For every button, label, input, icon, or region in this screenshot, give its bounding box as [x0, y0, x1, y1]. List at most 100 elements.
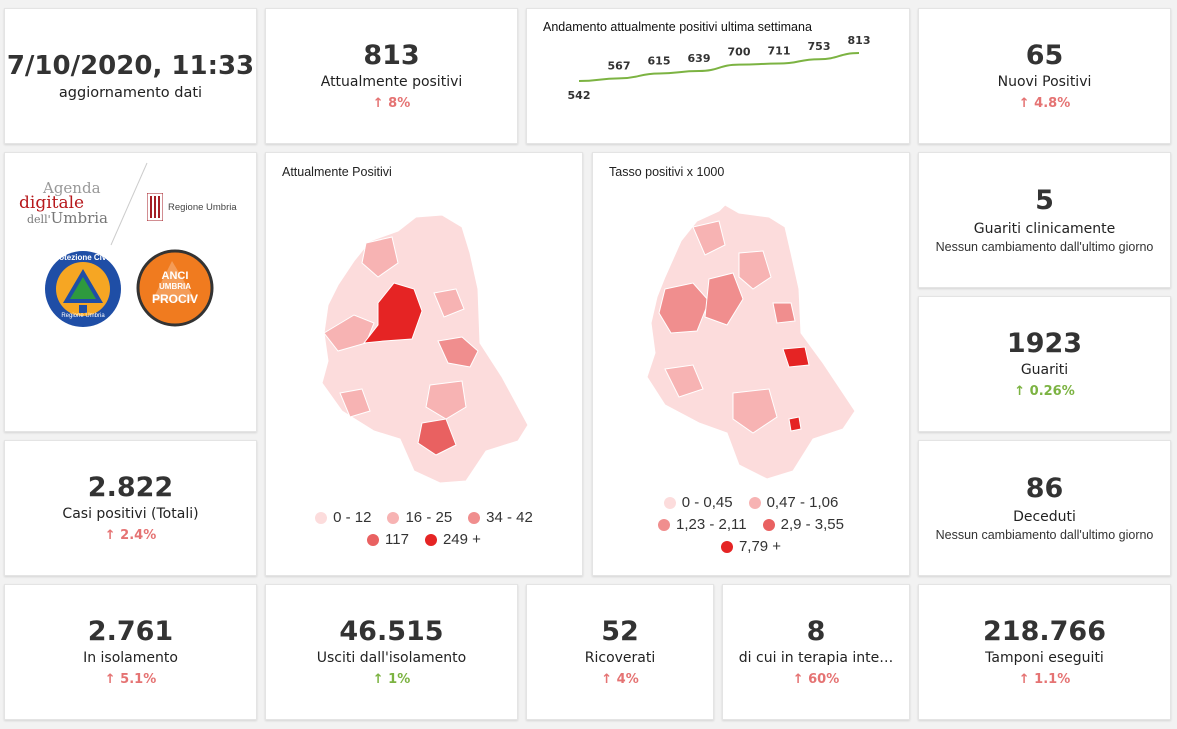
- legend-swatch: [468, 511, 481, 524]
- kpi-label: Deceduti: [1013, 509, 1076, 526]
- kpi-change: ↑ 60%: [792, 672, 840, 688]
- legend-item: 1,23 - 2,11: [658, 516, 747, 533]
- attualmente-positivi-card: 813 Attualmente positivi ↑ 8%: [265, 8, 518, 144]
- kpi-value: 218.766: [983, 615, 1106, 647]
- district-shape: [433, 288, 465, 318]
- guariti-clinicamente-card: 5 Guariti clinicamente Nessun cambiament…: [918, 152, 1171, 288]
- kpi-change: ↑ 2.4%: [104, 528, 157, 544]
- kpi-change: ↑ 5.1%: [104, 672, 157, 688]
- series-line: [578, 52, 860, 82]
- kpi-label: Casi positivi (Totali): [62, 506, 199, 523]
- tamponi-card: 218.766 Tamponi eseguiti ↑ 1.1%: [918, 584, 1171, 720]
- kpi-value: 5: [1035, 184, 1054, 216]
- umbria-map-positivi[interactable]: [266, 193, 584, 493]
- guariti-card: 1923 Guariti ↑ 0.26%: [918, 296, 1171, 432]
- legend-swatch: [367, 533, 380, 546]
- regione-umbria-logo: Regione Umbria: [147, 193, 237, 221]
- deceduti-card: 86 Deceduti Nessun cambiamento dall'ulti…: [918, 440, 1171, 576]
- kpi-value: 86: [1025, 472, 1064, 504]
- map-title: Tasso positivi x 1000: [609, 165, 725, 179]
- kpi-value: 65: [1025, 39, 1064, 71]
- kpi-change: ↑ 8%: [372, 96, 411, 112]
- kpi-subtext: Nessun cambiamento dall'ultimo giorno: [935, 240, 1154, 255]
- kpi-label: di cui in terapia inte…: [738, 650, 894, 667]
- legend-swatch: [424, 533, 437, 546]
- data-label: 753: [808, 40, 831, 53]
- sparkline-card: Andamento attualmente positivi ultima se…: [526, 8, 910, 144]
- kpi-value: 8: [806, 615, 826, 647]
- district-shape: [664, 364, 704, 398]
- data-label: 813: [848, 34, 871, 47]
- usciti-card: 46.515 Usciti dall'isolamento ↑ 1%: [265, 584, 518, 720]
- legend-item: 2,9 - 3,55: [762, 516, 844, 533]
- agenda-digitale-logo: Agenda digitale dell'Umbria: [19, 179, 109, 227]
- logos-card: Agenda digitale dell'Umbria Regione Umbr…: [4, 152, 257, 432]
- kpi-label: Attualmente positivi: [320, 74, 463, 91]
- data-label: 711: [768, 45, 791, 58]
- kpi-subtext: Nessun cambiamento dall'ultimo giorno: [935, 528, 1154, 543]
- map-legend: 0 - 0,45 0,47 - 1,06 1,23 - 2,11 2,9 - 3…: [593, 494, 909, 560]
- update-datetime: 7/10/2020, 11:33: [6, 51, 255, 81]
- kpi-value: 52: [601, 615, 639, 647]
- data-label: 542: [568, 89, 591, 102]
- district-shape: [361, 236, 399, 278]
- protezione-civile-region: Regione Umbria: [61, 313, 105, 319]
- district-shape: [362, 282, 423, 344]
- legend-swatch: [663, 496, 676, 509]
- district-shape: [782, 346, 810, 368]
- district-shape: [738, 250, 772, 290]
- district-shape: [658, 282, 710, 334]
- nuovi-positivi-card: 65 Nuovi Positivi ↑ 4.8%: [918, 8, 1171, 144]
- district-shape: [425, 380, 467, 420]
- district-shape: [417, 418, 457, 456]
- terapia-intensiva-card: 8 di cui in terapia inte… ↑ 60%: [722, 584, 910, 720]
- district-shape: [323, 314, 375, 352]
- legend-item: 16 - 25: [387, 509, 452, 526]
- data-label: 639: [688, 52, 711, 65]
- legend-item: 0,47 - 1,06: [748, 494, 838, 511]
- district-shape: [772, 302, 796, 324]
- legend-swatch: [720, 540, 733, 553]
- kpi-value: 1923: [1006, 327, 1083, 359]
- regione-emblem-icon: [147, 193, 163, 221]
- kpi-value: 2.761: [87, 615, 174, 647]
- protezione-civile-logo: [45, 251, 121, 327]
- legend-item: 249 +: [424, 531, 481, 548]
- kpi-label: Usciti dall'isolamento: [316, 650, 467, 667]
- kpi-label: Nuovi Positivi: [997, 74, 1092, 91]
- region-shape: [646, 204, 856, 480]
- anci-prociv-logo: [136, 249, 214, 327]
- kpi-label: Guariti: [1020, 362, 1069, 379]
- data-label: 567: [608, 59, 631, 72]
- legend-swatch: [658, 518, 670, 531]
- district-shape: [732, 388, 778, 434]
- data-label: 700: [728, 46, 751, 59]
- region-shape: [321, 214, 529, 484]
- legend-item: 117: [367, 531, 409, 548]
- sparkline-chart: 542 567 615 639 700 711 753 813: [568, 34, 871, 102]
- data-label: 615: [648, 54, 671, 67]
- kpi-change: ↑ 4%: [601, 672, 639, 688]
- umbria-map-tasso[interactable]: [593, 193, 911, 493]
- legend-item: 0 - 0,45: [663, 494, 733, 511]
- kpi-change: ↑ 1%: [372, 672, 411, 688]
- kpi-label: In isolamento: [83, 650, 178, 667]
- kpi-change: ↑ 1.1%: [1018, 672, 1071, 688]
- kpi-value: 2.822: [87, 471, 174, 503]
- district-shape: [692, 220, 726, 256]
- legend-swatch: [748, 496, 761, 509]
- kpi-change: ↑ 4.8%: [1018, 96, 1071, 112]
- update-label: aggiornamento dati: [58, 85, 203, 101]
- isolamento-card: 2.761 In isolamento ↑ 5.1%: [4, 584, 257, 720]
- kpi-change: ↑ 0.26%: [1014, 384, 1075, 400]
- map-title: Attualmente Positivi: [282, 165, 392, 179]
- map-tasso-card: Tasso positivi x 1000 0 - 0,45 0,47 - 1,…: [592, 152, 910, 576]
- district-shape: [788, 416, 802, 432]
- kpi-label: Ricoverati: [584, 650, 656, 667]
- district-shape: [339, 388, 371, 418]
- kpi-value: 813: [363, 39, 420, 71]
- kpi-value: 46.515: [339, 615, 444, 647]
- legend-item: 7,79 +: [720, 538, 781, 555]
- legend-swatch: [387, 511, 400, 524]
- map-legend: 0 - 12 16 - 25 34 - 42 117 249 +: [266, 509, 582, 553]
